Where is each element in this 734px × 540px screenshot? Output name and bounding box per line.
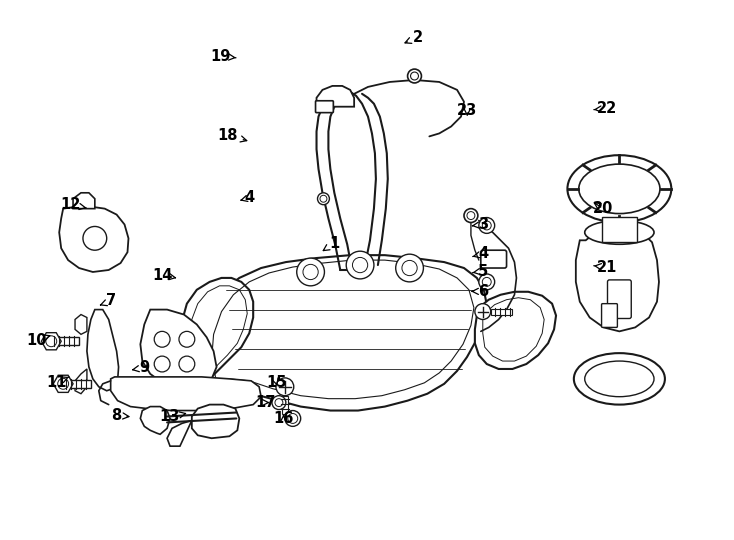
Circle shape <box>407 69 421 83</box>
FancyBboxPatch shape <box>481 250 506 268</box>
Circle shape <box>285 410 301 427</box>
Circle shape <box>475 303 491 320</box>
Text: 6: 6 <box>472 284 488 299</box>
FancyBboxPatch shape <box>608 280 631 319</box>
Polygon shape <box>475 292 556 369</box>
Text: 5: 5 <box>473 264 488 279</box>
Text: 17: 17 <box>255 395 275 410</box>
Polygon shape <box>75 314 87 334</box>
Ellipse shape <box>585 220 654 244</box>
Circle shape <box>272 396 286 409</box>
Text: 16: 16 <box>273 411 294 426</box>
Circle shape <box>276 378 294 396</box>
Ellipse shape <box>574 353 665 404</box>
Text: 22: 22 <box>594 101 617 116</box>
Text: 8: 8 <box>112 408 129 423</box>
Ellipse shape <box>567 155 672 222</box>
Text: 14: 14 <box>152 268 175 283</box>
Polygon shape <box>167 421 192 446</box>
Polygon shape <box>75 369 87 394</box>
Polygon shape <box>87 309 119 391</box>
Polygon shape <box>282 396 288 415</box>
Polygon shape <box>182 278 253 384</box>
Circle shape <box>297 258 324 286</box>
Text: 3: 3 <box>473 217 488 232</box>
Polygon shape <box>51 338 79 345</box>
Circle shape <box>479 274 495 290</box>
Text: 19: 19 <box>210 49 236 64</box>
Text: 4: 4 <box>241 191 255 205</box>
Polygon shape <box>202 255 487 410</box>
Text: 11: 11 <box>46 375 69 390</box>
Polygon shape <box>192 404 239 438</box>
Text: 10: 10 <box>26 333 50 348</box>
Polygon shape <box>41 333 61 350</box>
Polygon shape <box>73 193 95 208</box>
Ellipse shape <box>579 164 660 214</box>
Ellipse shape <box>585 361 654 397</box>
Polygon shape <box>491 308 512 314</box>
Text: 9: 9 <box>133 360 149 375</box>
Text: 20: 20 <box>593 201 614 216</box>
Text: 2: 2 <box>405 30 423 45</box>
Circle shape <box>479 218 495 233</box>
Text: 7: 7 <box>101 294 117 308</box>
Text: 15: 15 <box>266 375 286 390</box>
Text: 13: 13 <box>159 409 186 424</box>
Text: 23: 23 <box>457 103 477 118</box>
Text: 1: 1 <box>323 236 339 251</box>
Polygon shape <box>111 377 261 410</box>
FancyBboxPatch shape <box>602 303 617 327</box>
Polygon shape <box>54 375 73 393</box>
FancyBboxPatch shape <box>602 217 637 242</box>
Text: 4: 4 <box>473 246 488 261</box>
Polygon shape <box>576 226 659 332</box>
Polygon shape <box>63 380 91 388</box>
Text: 21: 21 <box>594 260 617 275</box>
Polygon shape <box>140 309 217 389</box>
Circle shape <box>396 254 424 282</box>
Circle shape <box>464 208 478 222</box>
Circle shape <box>346 251 374 279</box>
Polygon shape <box>59 207 128 272</box>
Circle shape <box>318 193 330 205</box>
Polygon shape <box>316 86 354 107</box>
Text: 18: 18 <box>217 128 247 143</box>
FancyBboxPatch shape <box>316 101 333 113</box>
Text: 12: 12 <box>60 197 87 212</box>
Polygon shape <box>140 407 170 434</box>
